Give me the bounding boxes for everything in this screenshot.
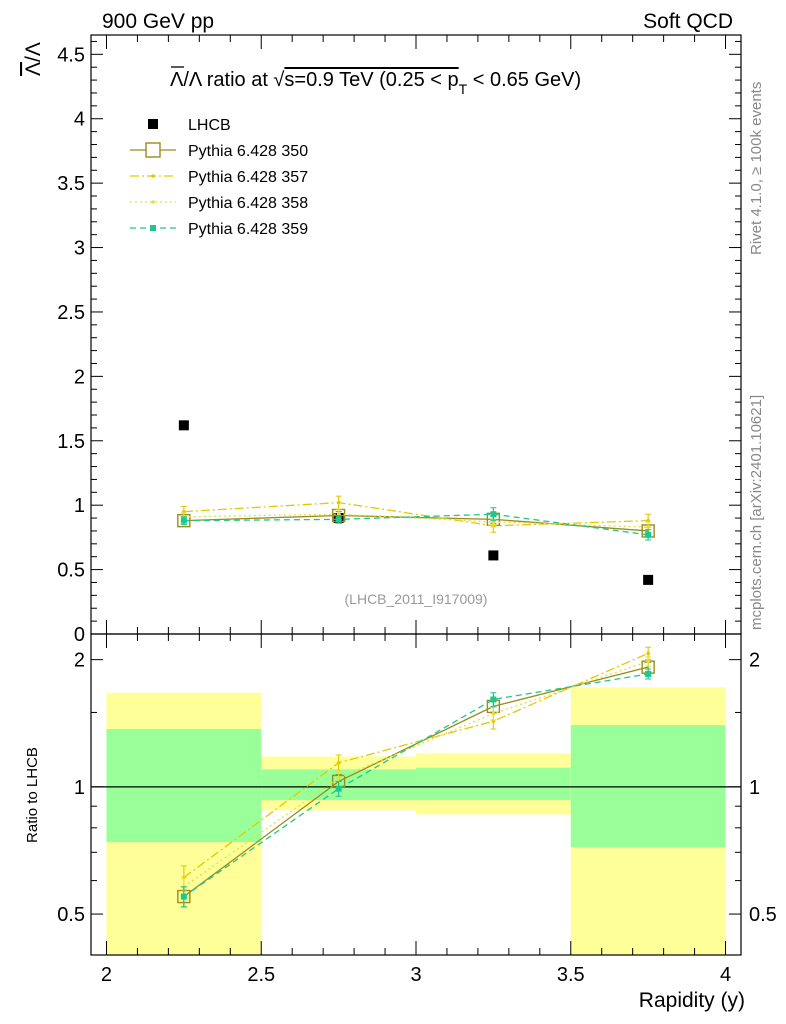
ratio-point-2-3 — [646, 659, 650, 664]
ratio-ytick-label-right-0: 0.5 — [749, 904, 777, 926]
main-ytick-label-1: 0.5 — [57, 560, 85, 582]
main-title: Λ/Λ ratio at √s=0.9 TeV (0.25 < pT < 0.6… — [170, 69, 581, 97]
legend-marker-1 — [145, 142, 161, 158]
main-ytick-label-4: 2 — [74, 366, 85, 388]
ratio-series — [177, 646, 655, 908]
main-point-4-1 — [335, 516, 342, 523]
legend: LHCB Pythia 6.428 350 Pythia 6.428 357 Pyth… — [130, 117, 308, 238]
legend-marker-2 — [151, 174, 155, 178]
ratio-bands — [91, 687, 741, 955]
ratio-point-3-0 — [180, 893, 187, 900]
main-point-4-2 — [490, 511, 497, 518]
ratio-point-3-2 — [490, 696, 497, 703]
xtick-label-2: 3 — [410, 964, 421, 986]
main-point-3-3 — [646, 525, 650, 529]
x-axis-label: Rapidity (y) — [639, 989, 745, 1012]
ratio-ytick-label-1: 1 — [74, 777, 85, 799]
legend-label-2: Pythia 6.428 357 — [188, 169, 308, 186]
ratio-band-green-0 — [106, 729, 262, 843]
main-ytick-label-3: 1.5 — [57, 431, 85, 453]
main-ytick-label-7: 3.5 — [57, 173, 85, 195]
main-ytick-label-0: 0 — [74, 624, 85, 646]
main-ytick-label-8: 4 — [74, 109, 85, 131]
xtick-label-4: 4 — [720, 964, 731, 986]
main-ylabel: Λ/Λ — [22, 42, 45, 76]
xtick-label-3: 3.5 — [557, 964, 585, 986]
ratio-ytick-label-2: 2 — [74, 650, 85, 672]
legend-label-0: LHCB — [188, 117, 231, 134]
main-ytick-label-9: 4.5 — [57, 44, 85, 66]
analysis-watermark: (LHCB_2011_I917009) — [345, 591, 488, 607]
ylabel-base: Λ — [22, 42, 45, 56]
legend-label-4: Pythia 6.428 359 — [188, 221, 308, 238]
ylabel-bar: Λ — [22, 62, 45, 76]
ratio-point-2-2 — [491, 711, 496, 716]
main-ytick-label-6: 3 — [74, 238, 85, 260]
header-left: 900 GeV pp — [102, 10, 214, 33]
ratio-ylabel: Ratio to LHCB — [24, 747, 41, 843]
title-post: < 0.65 GeV) — [467, 69, 581, 91]
ylabel-sep: / — [22, 56, 45, 62]
ratio-point-1-3 — [646, 651, 650, 656]
main-point-0-2 — [488, 550, 499, 561]
mcplots-label: mcplots.cern.ch [arXiv:2401.10621] — [748, 395, 765, 630]
ratio-ytick-label-0: 0.5 — [57, 904, 85, 926]
title-mid: s=0.9 TeV (0.25 < p — [284, 69, 458, 91]
ratio-ytick-label-right-1: 1 — [749, 777, 760, 799]
main-point-4-0 — [180, 517, 187, 524]
main-point-2-1 — [336, 500, 341, 505]
main-point-0-0 — [178, 420, 189, 431]
rivet-label: Rivet 4.1.0, ≥ 100k events — [748, 82, 765, 255]
ratio-band-green-3 — [570, 725, 726, 848]
ratio-point-1-1 — [336, 761, 341, 765]
ratio-ytick-label-right-2: 2 — [749, 650, 760, 672]
main-series — [177, 420, 655, 585]
ratio-point-3-1 — [335, 785, 342, 792]
legend-label-3: Pythia 6.428 358 — [188, 195, 308, 212]
xtick-label-0: 2 — [101, 964, 112, 986]
ratio-band-green-2 — [416, 767, 571, 801]
header-right: Soft QCD — [643, 10, 733, 33]
main-point-4-3 — [645, 531, 652, 538]
main-series-line-4 — [183, 513, 649, 536]
title-sub: T — [459, 81, 468, 97]
title-pre: Λ/Λ ratio at √ — [170, 69, 284, 91]
ratio-point-2-1 — [336, 776, 341, 780]
main-series-line-2 — [183, 501, 649, 527]
main-ytick-label-5: 2.5 — [57, 302, 85, 324]
legend-marker-0 — [148, 119, 158, 129]
legend-marker-4 — [150, 225, 156, 231]
legend-label-1: Pythia 6.428 350 — [188, 143, 308, 160]
main-point-0-3 — [643, 574, 654, 585]
xtick-label-1: 2.5 — [247, 964, 275, 986]
main-ytick-label-2: 1 — [74, 495, 85, 517]
axes: 0 0.5 1 1.5 2 2.5 3 3.5 4 4.5 2 2.5 3 3.5 4 0.5 0.5 1 1 2 2 — [57, 34, 777, 986]
ratio-series-line-3 — [183, 673, 649, 898]
legend-marker-3 — [151, 200, 155, 204]
ratio-point-3-3 — [645, 670, 652, 677]
